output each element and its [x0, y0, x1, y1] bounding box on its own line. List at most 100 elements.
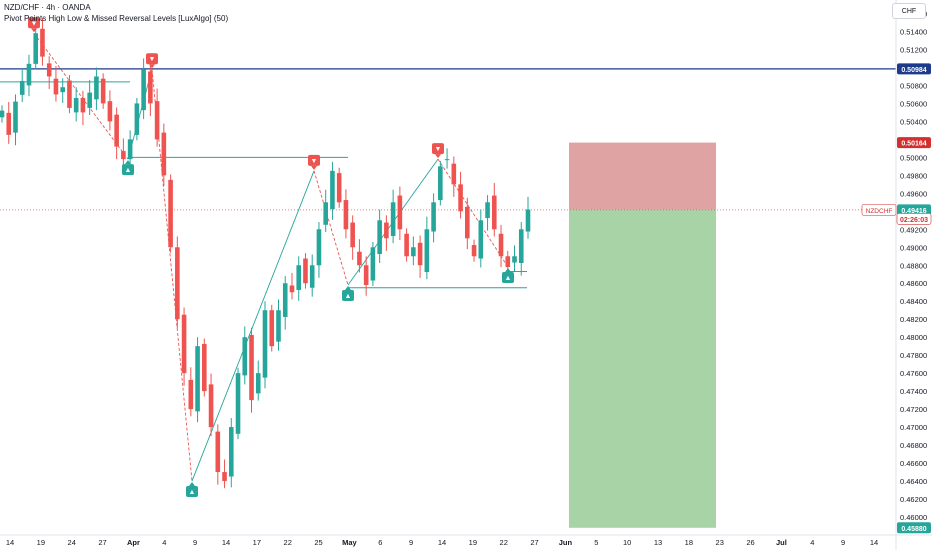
candle-body	[6, 112, 12, 135]
candle-body	[161, 132, 167, 176]
time-tick-label: 14	[870, 538, 878, 547]
candle-body	[40, 28, 45, 57]
candle-body	[208, 384, 214, 428]
currency-label: CHF	[901, 7, 917, 15]
pivot-marker-pointer	[149, 64, 155, 69]
candle-body	[330, 170, 335, 210]
candle-body	[363, 265, 369, 286]
price-label-box	[896, 213, 932, 225]
price-tick-label: 0.48800	[900, 261, 927, 270]
pivot-marker-glyph: ▼	[311, 158, 318, 165]
time-tick-label: Jul	[776, 538, 787, 547]
price-tick-label: 0.50600	[900, 99, 927, 108]
pivot-marker-pointer	[345, 286, 351, 291]
candle-body	[444, 159, 450, 161]
candle-body	[384, 222, 389, 239]
stop-loss-zone	[569, 142, 716, 210]
time-tick-label: 23	[716, 538, 724, 547]
time-tick-label: 25	[314, 538, 322, 547]
time-tick-label: 14	[222, 538, 230, 547]
candle-body	[188, 379, 194, 410]
price-tick-label: 0.48000	[900, 333, 927, 342]
pivot-markers: ▼ ▼ ▼ ▼ ▲ ▲ ▲ ▲	[28, 17, 514, 498]
pivot-low-marker: ▲	[502, 268, 514, 284]
candle-body	[390, 202, 396, 237]
price-tick-label: 0.47800	[900, 351, 927, 360]
time-tick-label: 26	[746, 538, 754, 547]
candle-body	[518, 229, 524, 264]
pivot-marker-pointer	[311, 165, 317, 170]
pivot-high-marker: ▼	[28, 17, 40, 33]
price-tick-label: 0.48600	[900, 279, 927, 288]
pivot-marker-glyph: ▼	[149, 56, 156, 63]
price-tick-label: 0.46200	[900, 495, 927, 504]
price-tick-label: 0.46600	[900, 459, 927, 468]
candle-body	[276, 310, 281, 342]
time-tick-label: 4	[162, 538, 166, 547]
level-lines	[0, 68, 896, 211]
pivot-marker-pointer	[435, 154, 441, 159]
candle-body	[471, 245, 477, 257]
candle-body	[46, 63, 52, 77]
candle-body	[424, 229, 430, 272]
candle-body	[242, 337, 248, 376]
price-label-stop: 0.50164	[897, 137, 931, 149]
price-tick-label: 0.47200	[900, 405, 927, 414]
candle-body	[255, 373, 261, 394]
time-tick-label: 19	[37, 538, 45, 547]
pivot-marker-glyph: ▲	[505, 275, 512, 282]
time-tick-label: 4	[810, 538, 814, 547]
candle-body	[168, 179, 173, 248]
candle-body	[357, 251, 362, 266]
pivot-marker-box	[122, 164, 134, 176]
candle-body	[343, 200, 349, 230]
time-tick-label: 10	[623, 538, 631, 547]
candle-body	[282, 283, 288, 317]
time-tick-label: 17	[253, 538, 261, 547]
candle-body	[121, 151, 126, 160]
time-tick-label: 22	[500, 538, 508, 547]
candle-body	[505, 256, 511, 268]
time-tick-label: 18	[685, 538, 693, 547]
time-tick-label: Jun	[559, 538, 573, 547]
candle-body	[114, 114, 119, 147]
candle-body	[26, 63, 32, 86]
indicator-title: Pivot Points High Low & Missed Reversal …	[4, 14, 229, 23]
candle-body	[107, 101, 113, 122]
price-axis: 0.516000.514000.512000.510000.508000.506…	[861, 0, 932, 550]
candle-body	[485, 202, 490, 219]
pivot-marker-box	[28, 17, 40, 29]
price-tick-label: 0.48200	[900, 315, 927, 324]
price-tick-label: 0.50800	[900, 81, 927, 90]
candle-body	[397, 195, 403, 230]
candle-body	[80, 98, 86, 113]
candle-body	[438, 166, 443, 201]
time-tick-label: 22	[284, 538, 292, 547]
time-tick-label: 24	[68, 538, 76, 547]
candle-body	[33, 33, 39, 64]
time-tick-label: 13	[654, 538, 662, 547]
candle-body	[215, 431, 221, 473]
pivot-marker-pointer	[505, 268, 511, 273]
candle-body	[195, 346, 200, 412]
candle-body	[148, 71, 153, 104]
pivot-lines	[0, 32, 527, 482]
time-tick-label: 14	[6, 538, 14, 547]
price-label-resistance: 0.50984	[897, 63, 931, 75]
time-tick-label: 14	[438, 538, 446, 547]
candle-body	[370, 247, 376, 281]
candle-body	[323, 202, 328, 225]
price-tick-label: 0.47400	[900, 387, 927, 396]
candle-body	[53, 78, 59, 95]
candle-body	[141, 69, 146, 111]
price-tick-label: 0.46400	[900, 477, 927, 486]
symbol-tag-text: NZDCHF	[866, 208, 893, 215]
pivot-marker-glyph: ▼	[435, 146, 442, 153]
pivot-marker-glyph: ▲	[189, 489, 196, 496]
pivot-high-marker: ▼	[432, 143, 444, 159]
currency-selector[interactable]: CHF	[892, 3, 926, 19]
candle-body	[336, 173, 342, 203]
candle-body	[377, 220, 382, 255]
